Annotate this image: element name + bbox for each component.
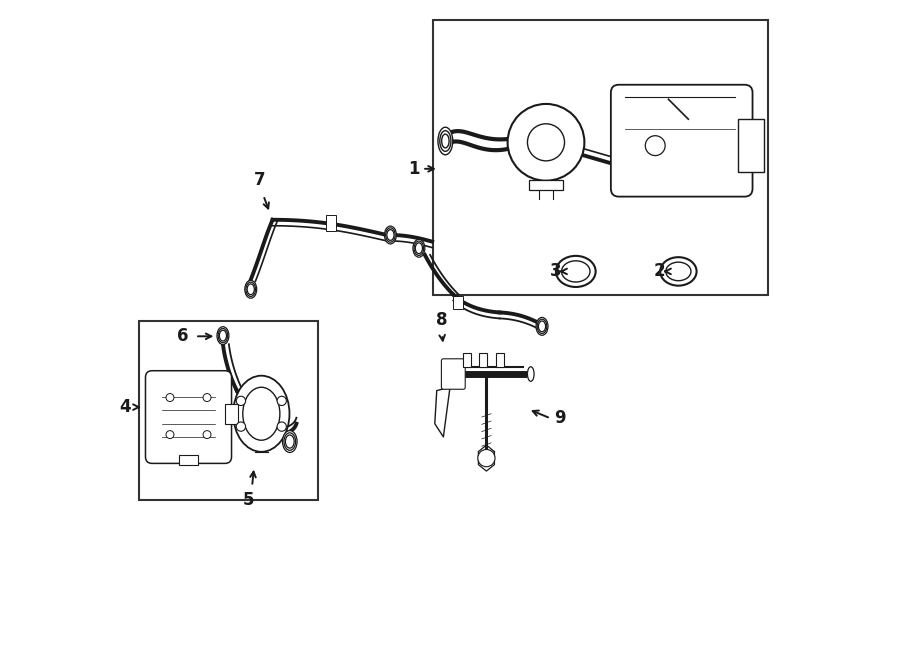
Bar: [225, 404, 238, 424]
Ellipse shape: [415, 243, 422, 254]
Ellipse shape: [218, 328, 228, 343]
Circle shape: [478, 449, 495, 467]
Ellipse shape: [562, 261, 590, 282]
Ellipse shape: [414, 241, 424, 256]
Circle shape: [166, 431, 174, 439]
Text: 7: 7: [254, 171, 266, 189]
FancyBboxPatch shape: [146, 371, 231, 463]
Circle shape: [237, 397, 246, 406]
Ellipse shape: [413, 240, 425, 258]
Bar: [496, 353, 504, 367]
Text: 4: 4: [120, 398, 130, 416]
Ellipse shape: [283, 431, 297, 453]
Circle shape: [508, 104, 584, 181]
Bar: [434, 20, 768, 295]
Ellipse shape: [537, 319, 547, 334]
Ellipse shape: [243, 387, 280, 440]
Ellipse shape: [440, 130, 451, 152]
Text: 6: 6: [177, 327, 188, 346]
Ellipse shape: [217, 327, 229, 345]
Text: 9: 9: [554, 409, 565, 428]
Ellipse shape: [442, 134, 449, 148]
FancyBboxPatch shape: [441, 359, 465, 389]
Ellipse shape: [384, 226, 396, 244]
Text: 5: 5: [243, 491, 255, 509]
Ellipse shape: [284, 433, 295, 450]
Ellipse shape: [248, 284, 255, 295]
Ellipse shape: [661, 258, 697, 286]
Ellipse shape: [285, 435, 294, 448]
Ellipse shape: [536, 318, 548, 336]
Circle shape: [277, 397, 286, 406]
FancyBboxPatch shape: [611, 85, 752, 197]
Circle shape: [237, 422, 246, 431]
Text: 3: 3: [550, 262, 562, 281]
Bar: [326, 215, 336, 231]
Ellipse shape: [666, 262, 691, 281]
Circle shape: [203, 393, 211, 401]
Ellipse shape: [387, 230, 394, 240]
Ellipse shape: [438, 127, 453, 155]
Bar: [738, 119, 764, 172]
Bar: [178, 455, 198, 465]
Circle shape: [203, 431, 211, 439]
Ellipse shape: [527, 367, 534, 381]
Ellipse shape: [233, 376, 290, 452]
Circle shape: [277, 422, 286, 431]
Ellipse shape: [556, 256, 596, 287]
Text: 8: 8: [436, 311, 447, 329]
Bar: [529, 180, 562, 190]
Ellipse shape: [220, 330, 227, 341]
Text: 1: 1: [408, 160, 419, 178]
Bar: [454, 296, 463, 309]
Circle shape: [166, 393, 174, 401]
Ellipse shape: [245, 281, 256, 299]
Text: 2: 2: [653, 262, 665, 281]
Circle shape: [645, 136, 665, 156]
Ellipse shape: [246, 282, 256, 297]
Bar: [139, 321, 318, 500]
Bar: [479, 353, 487, 367]
Circle shape: [527, 124, 564, 161]
Bar: [463, 353, 471, 367]
Ellipse shape: [538, 321, 545, 332]
Ellipse shape: [386, 228, 395, 242]
